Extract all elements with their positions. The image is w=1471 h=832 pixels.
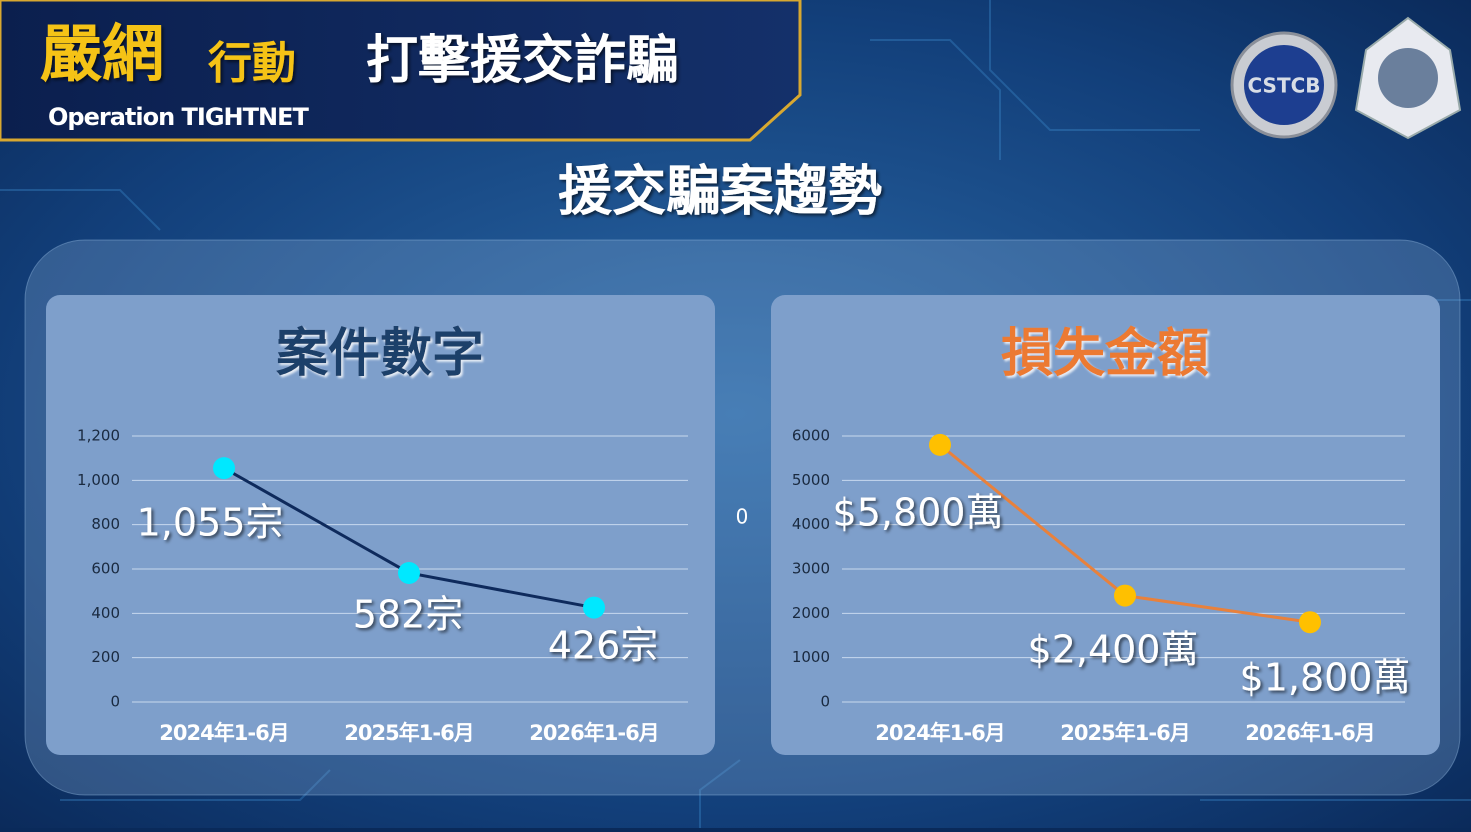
y-tick-label: 0 bbox=[820, 693, 830, 711]
logo-police bbox=[1354, 16, 1462, 140]
value-label: 1,055宗 bbox=[137, 501, 284, 545]
y-tick-label: 3000 bbox=[792, 560, 830, 578]
operation-name: Operation TIGHTNET bbox=[48, 103, 309, 131]
logo-text: CSTCB bbox=[1247, 74, 1320, 98]
chart-title: 損失金額 bbox=[1001, 324, 1209, 384]
x-tick-label: 2024年1-6月 bbox=[875, 721, 1004, 745]
brand-main: 嚴網 bbox=[40, 17, 164, 90]
y-tick-label: 600 bbox=[91, 560, 120, 578]
y-tick-label: 1000 bbox=[792, 648, 830, 666]
y-tick-label: 0 bbox=[110, 693, 120, 711]
data-point bbox=[213, 457, 235, 480]
header-banner bbox=[0, 0, 802, 142]
value-label: 426宗 bbox=[548, 624, 659, 668]
y-tick-label: 800 bbox=[91, 515, 120, 533]
y-tick-label: 1,000 bbox=[77, 471, 120, 489]
center-note: 0 bbox=[736, 505, 749, 529]
data-point bbox=[929, 433, 951, 456]
y-tick-label: 1,200 bbox=[77, 427, 120, 445]
value-label: $5,800萬 bbox=[833, 491, 1004, 535]
x-tick-label: 2026年1-6月 bbox=[1245, 721, 1374, 745]
y-tick-label: 200 bbox=[91, 648, 120, 666]
y-tick-label: 400 bbox=[91, 604, 120, 622]
chart-title: 案件數字 bbox=[276, 324, 484, 384]
data-point bbox=[583, 596, 605, 619]
value-label: $2,400萬 bbox=[1028, 628, 1199, 672]
value-label: 582宗 bbox=[353, 593, 464, 637]
data-point bbox=[1114, 584, 1136, 607]
y-tick-label: 4000 bbox=[792, 515, 830, 533]
data-point bbox=[398, 561, 420, 584]
brand-sub: 行動 bbox=[208, 38, 296, 89]
slide-title: 援交騙案趨勢 bbox=[558, 160, 882, 223]
data-point bbox=[1299, 611, 1321, 634]
y-tick-label: 6000 bbox=[792, 427, 830, 445]
y-tick-label: 5000 bbox=[792, 471, 830, 489]
logo-cstcb: CSTCB bbox=[1230, 31, 1338, 139]
y-tick-label: 2000 bbox=[792, 604, 830, 622]
x-tick-label: 2025年1-6月 bbox=[1060, 721, 1189, 745]
value-label: $1,800萬 bbox=[1240, 656, 1411, 700]
x-tick-label: 2025年1-6月 bbox=[344, 721, 473, 745]
x-tick-label: 2026年1-6月 bbox=[529, 721, 658, 745]
headline: 打擊援交詐騙 bbox=[366, 31, 678, 91]
x-tick-label: 2024年1-6月 bbox=[159, 721, 288, 745]
